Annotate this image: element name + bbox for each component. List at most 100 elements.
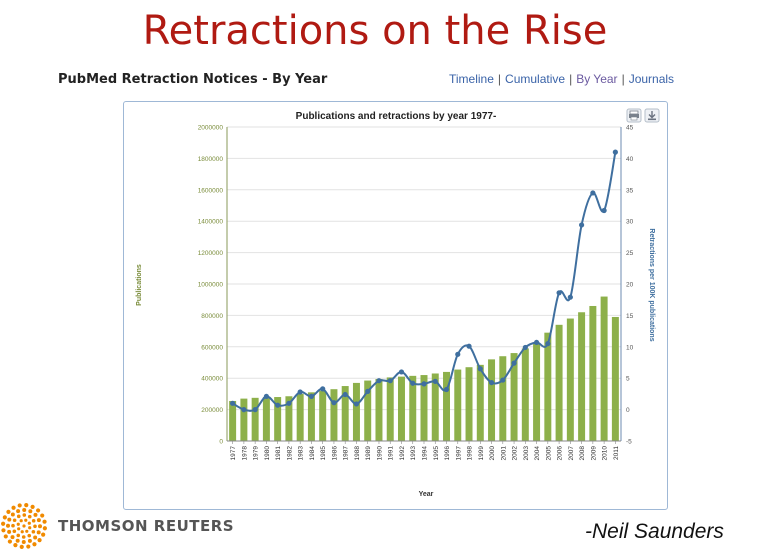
logo-dot bbox=[24, 503, 29, 508]
x-tick-label: 2010 bbox=[602, 446, 609, 461]
logo-dot bbox=[27, 521, 31, 525]
line-point bbox=[286, 400, 292, 406]
y2-tick-label: 25 bbox=[626, 250, 634, 257]
logo-dot bbox=[21, 535, 26, 539]
bar bbox=[397, 376, 405, 441]
logo-dot bbox=[21, 539, 26, 544]
y-tick-label: 1400000 bbox=[198, 219, 224, 226]
bar bbox=[443, 371, 451, 441]
y2-tick-label: 10 bbox=[626, 344, 634, 351]
nav-link-by-year[interactable]: By Year bbox=[576, 72, 618, 86]
bar bbox=[274, 397, 282, 441]
line-point bbox=[342, 391, 348, 398]
x-tick-label: 1982 bbox=[286, 446, 293, 461]
y-tick-label: 800000 bbox=[201, 313, 223, 320]
logo-dot bbox=[27, 514, 32, 519]
bar bbox=[307, 392, 315, 441]
bar bbox=[589, 305, 597, 441]
logo-dot bbox=[6, 509, 11, 515]
logo-dot bbox=[31, 518, 36, 523]
line-point bbox=[365, 388, 371, 394]
logo-dot bbox=[22, 513, 27, 517]
x-tick-label: 1988 bbox=[354, 446, 361, 461]
logo-dot bbox=[17, 527, 21, 531]
logo-dot bbox=[15, 538, 20, 543]
line-series bbox=[230, 149, 618, 413]
logo-dot bbox=[2, 515, 7, 520]
bar bbox=[229, 400, 237, 441]
x-tick-label: 2008 bbox=[579, 446, 586, 461]
x-tick-label: 1994 bbox=[422, 446, 429, 461]
y2-tick-label: 5 bbox=[626, 376, 630, 383]
logo-dot bbox=[20, 530, 24, 534]
logo-dot bbox=[16, 509, 21, 514]
bar bbox=[341, 386, 349, 441]
y2-tick-label: 0 bbox=[626, 407, 630, 414]
bar bbox=[476, 364, 484, 441]
logo-dot bbox=[22, 524, 26, 528]
logo-dot bbox=[33, 535, 38, 540]
x-tick-label: 1990 bbox=[376, 446, 383, 461]
logo-dot bbox=[36, 530, 41, 535]
logo-dot bbox=[19, 519, 23, 523]
bar bbox=[611, 316, 619, 441]
nav-separator: | bbox=[569, 72, 573, 86]
y2-tick-label: 15 bbox=[626, 313, 634, 320]
bar bbox=[262, 397, 270, 441]
bar bbox=[251, 397, 259, 441]
logo-dot bbox=[28, 526, 32, 530]
logo-dot bbox=[28, 509, 33, 514]
x-tick-label: 1991 bbox=[388, 446, 395, 461]
logo-dot bbox=[25, 529, 29, 533]
x-tick-label: 1979 bbox=[253, 446, 260, 461]
bar bbox=[364, 380, 372, 441]
x-tick-label: 1980 bbox=[264, 446, 271, 461]
line-point bbox=[455, 351, 461, 357]
x-tick-label: 2001 bbox=[500, 446, 507, 461]
x-tick-label: 1992 bbox=[399, 446, 406, 461]
logo-dot bbox=[17, 503, 22, 508]
line-point bbox=[432, 378, 438, 384]
download-icon[interactable] bbox=[644, 108, 660, 123]
line-point bbox=[308, 393, 315, 400]
line-point bbox=[612, 149, 618, 155]
x-tick-label: 2011 bbox=[613, 446, 620, 460]
logo-dot bbox=[30, 504, 35, 509]
x-tick-label: 1983 bbox=[298, 446, 305, 461]
y-tick-label: 2000000 bbox=[198, 125, 224, 132]
nav-link-timeline[interactable]: Timeline bbox=[449, 72, 494, 86]
logo-dot bbox=[33, 512, 38, 517]
bar bbox=[240, 398, 248, 441]
logo-dot bbox=[37, 524, 42, 529]
bar bbox=[296, 393, 304, 441]
line-point bbox=[241, 407, 247, 413]
credit: -Neil Saunders bbox=[585, 520, 724, 543]
nav-link-journals[interactable]: Journals bbox=[628, 72, 675, 86]
chart: Publications and retractions by year 197… bbox=[136, 108, 660, 498]
chart-title: Publications and retractions by year 197… bbox=[296, 111, 497, 122]
nav-link-cumulative[interactable]: Cumulative bbox=[505, 72, 566, 86]
line-point bbox=[275, 402, 281, 408]
logo-dot bbox=[6, 523, 11, 528]
logo-dot bbox=[1, 528, 6, 533]
line-point bbox=[353, 401, 360, 407]
line-point bbox=[556, 290, 562, 296]
logo-dot bbox=[42, 526, 47, 531]
x-tick-label: 1999 bbox=[478, 446, 485, 461]
line-point bbox=[376, 378, 382, 384]
line-point bbox=[320, 386, 326, 392]
print-icon[interactable] bbox=[626, 108, 642, 123]
logo-dot bbox=[13, 543, 18, 548]
x-tick-label: 1998 bbox=[467, 446, 474, 461]
x-tick-label: 1989 bbox=[365, 446, 372, 461]
bar bbox=[420, 375, 428, 441]
logo-dot bbox=[10, 535, 15, 540]
logo-dot bbox=[12, 518, 17, 523]
bars bbox=[229, 296, 619, 441]
logo-dot bbox=[16, 522, 20, 526]
bar bbox=[600, 296, 608, 441]
bar bbox=[533, 343, 541, 441]
line-point bbox=[443, 386, 450, 393]
line-point bbox=[387, 378, 393, 384]
logo-dot bbox=[31, 529, 36, 534]
